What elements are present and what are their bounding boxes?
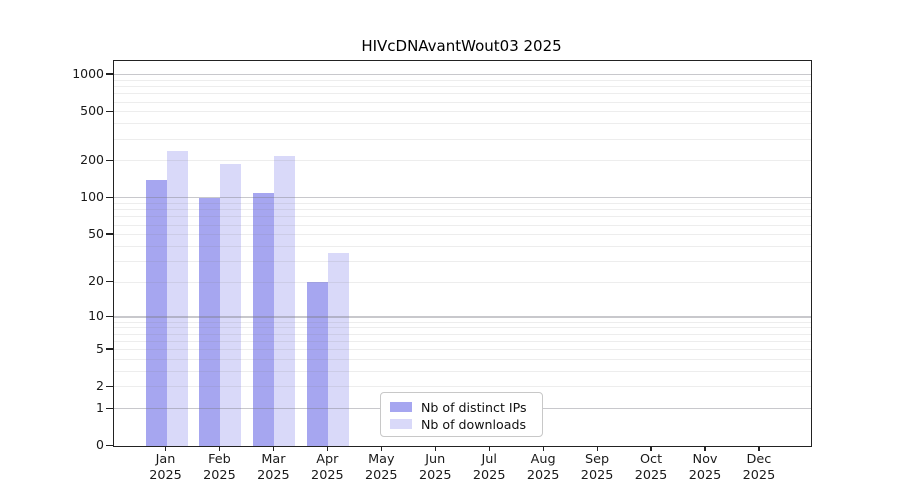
- x-tick-label: Aug 2025: [526, 452, 560, 483]
- legend-swatch-distinct-ips-icon: [390, 402, 412, 412]
- minor-gridline: [114, 101, 811, 103]
- x-axis-tick: [434, 446, 436, 451]
- x-axis-tick: [488, 446, 490, 451]
- bar-downloads-apr: [328, 253, 350, 446]
- y-tick-label: 20: [88, 273, 104, 289]
- y-axis-tick: [106, 407, 113, 409]
- x-axis-tick: [218, 446, 221, 451]
- x-axis-tick: [758, 446, 760, 451]
- legend-item-downloads: Nb of downloads: [390, 416, 542, 432]
- minor-gridline: [114, 93, 811, 95]
- y-axis-tick: [106, 159, 113, 161]
- x-tick-label: Jul 2025: [472, 452, 506, 483]
- bar-downloads-jan: [166, 151, 188, 446]
- y-axis-tick: [106, 196, 113, 198]
- y-tick-label: 100: [80, 188, 104, 204]
- y-axis-tick: [106, 281, 113, 283]
- bar-distinct-ips-feb: [199, 197, 221, 446]
- bar-distinct-ips-apr: [307, 282, 329, 446]
- chart-title: HIVcDNAvantWout03 2025: [361, 37, 562, 55]
- legend-label-distinct-ips: Nb of distinct IPs: [421, 399, 527, 415]
- minor-gridline: [114, 123, 811, 125]
- bar-distinct-ips-jan: [145, 179, 167, 446]
- minor-gridline: [114, 79, 811, 81]
- y-tick-label: 2: [96, 377, 104, 393]
- legend-item-distinct-ips: Nb of distinct IPs: [390, 399, 542, 415]
- minor-gridline: [114, 111, 811, 113]
- bar-downloads-mar: [274, 155, 296, 446]
- minor-gridline: [114, 86, 811, 88]
- x-tick-label: Jun 2025: [418, 452, 452, 483]
- x-axis-tick: [542, 446, 544, 451]
- x-axis-tick: [704, 446, 706, 451]
- y-tick-label: 1: [96, 399, 104, 415]
- y-tick-label: 5: [96, 340, 104, 356]
- y-axis-tick: [106, 233, 113, 235]
- y-axis-tick: [106, 348, 113, 350]
- x-tick-label: Oct 2025: [634, 452, 668, 483]
- x-axis-tick: [650, 446, 652, 451]
- y-axis-tick: [106, 73, 113, 75]
- minor-gridline: [114, 138, 811, 140]
- legend-label-downloads: Nb of downloads: [421, 416, 527, 432]
- y-tick-label: 10: [88, 308, 104, 324]
- bar-downloads-feb: [220, 163, 242, 446]
- x-tick-label: May 2025: [365, 452, 398, 483]
- major-gridline: [114, 73, 811, 76]
- x-tick-label: Jan 2025: [149, 452, 182, 483]
- x-tick-label: Apr 2025: [311, 452, 344, 483]
- y-tick-label: 50: [88, 225, 104, 241]
- x-axis-tick: [326, 446, 329, 451]
- bar-distinct-ips-mar: [253, 192, 275, 446]
- x-axis-tick: [272, 446, 275, 451]
- y-axis-tick: [106, 315, 113, 318]
- x-tick-label: Feb 2025: [203, 452, 236, 483]
- y-tick-label: 500: [80, 102, 104, 118]
- x-axis-tick: [164, 446, 167, 451]
- y-axis-tick: [106, 110, 113, 112]
- legend: Nb of distinct IPs Nb of downloads: [380, 392, 543, 437]
- y-tick-label: 0: [96, 437, 104, 452]
- y-axis-tick: [106, 385, 113, 388]
- legend-swatch-downloads-icon: [390, 419, 412, 429]
- x-tick-label: Nov 2025: [688, 452, 722, 483]
- x-tick-label: Sep 2025: [580, 452, 614, 483]
- x-axis-tick: [596, 446, 598, 451]
- x-tick-label: Dec 2025: [742, 452, 776, 483]
- minor-gridline: [114, 160, 811, 162]
- x-tick-label: Mar 2025: [257, 452, 290, 483]
- y-axis-tick: [106, 444, 113, 447]
- y-tick-label: 1000: [72, 65, 104, 81]
- x-axis-tick: [380, 446, 382, 451]
- y-tick-label: 200: [80, 151, 104, 167]
- plot-area: [113, 59, 812, 447]
